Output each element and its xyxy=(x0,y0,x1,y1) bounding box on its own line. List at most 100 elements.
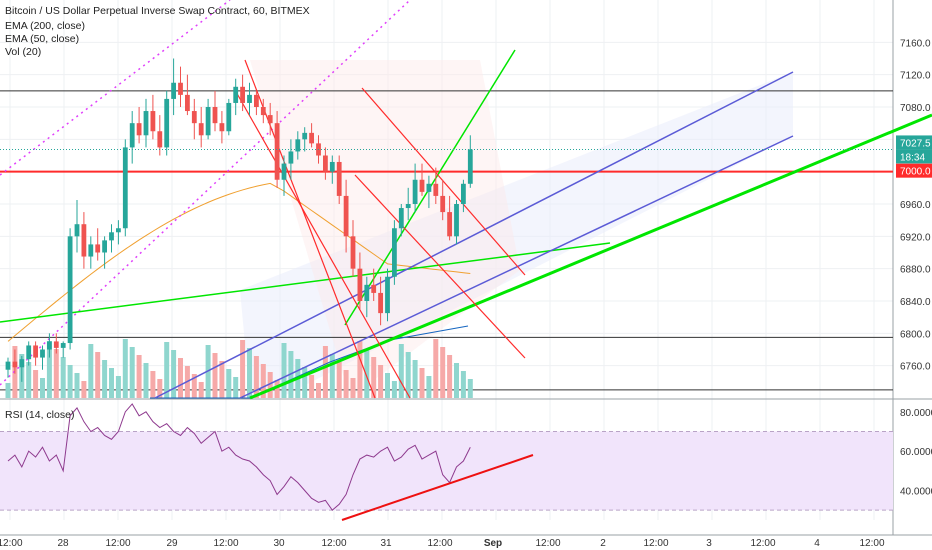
volume-bar xyxy=(260,364,266,398)
candle-body xyxy=(191,111,197,124)
volume-bar xyxy=(115,376,121,398)
blue-channel-bottom xyxy=(239,135,794,399)
candle-body xyxy=(371,284,377,293)
candle-body xyxy=(288,151,294,164)
candle-body xyxy=(233,86,239,103)
candle-body xyxy=(350,236,356,269)
volume-bar xyxy=(67,365,73,398)
volume-bar xyxy=(53,349,59,398)
candle-body xyxy=(143,111,149,136)
price-tick-label: 7080.0 xyxy=(900,103,931,114)
candle-body xyxy=(81,224,87,257)
volume-bar xyxy=(281,343,287,398)
volume-bar xyxy=(447,355,453,398)
volume-bar xyxy=(109,368,114,398)
red-channel-line xyxy=(234,89,411,399)
time-tick-label: 12:00 xyxy=(643,538,668,549)
candle-body xyxy=(95,244,101,253)
rsi-trend-line xyxy=(341,454,534,521)
candle-body xyxy=(178,82,183,95)
rsi-band xyxy=(0,431,893,511)
candle-body xyxy=(164,98,170,148)
time-tick-label: 2 xyxy=(600,538,606,549)
price-tick-label: 6880.0 xyxy=(900,265,931,276)
green-support-line xyxy=(249,113,932,400)
time-tick-label: 12:00 xyxy=(0,538,23,549)
volume-bar xyxy=(426,376,432,398)
volume-bar xyxy=(336,362,342,398)
red-channel-line xyxy=(244,59,376,399)
candle-body xyxy=(88,244,94,257)
candle-body xyxy=(461,183,466,204)
candle-body xyxy=(419,179,425,192)
candle-body xyxy=(226,102,232,132)
ema200-line xyxy=(150,325,469,399)
volume-bar xyxy=(88,344,94,398)
candle-body xyxy=(33,345,38,358)
level-price-badge: 7000.0 xyxy=(900,167,931,178)
candle-body xyxy=(336,161,342,196)
time-tick-label: 12:00 xyxy=(859,538,884,549)
volume-bar xyxy=(150,371,156,398)
candle-body xyxy=(5,361,11,370)
candle-body xyxy=(412,179,418,204)
candle-body xyxy=(295,139,301,152)
rsi-tick-label: 60.0000 xyxy=(900,447,932,458)
candle-body xyxy=(122,147,128,229)
price-tick-label: 7120.0 xyxy=(900,71,931,82)
volume-bar xyxy=(95,352,101,398)
volume-bar xyxy=(102,360,108,398)
volume-bar xyxy=(129,347,135,398)
candle-body xyxy=(247,94,252,103)
volume-bar xyxy=(329,354,335,398)
volume-bar xyxy=(33,370,39,398)
candle-body xyxy=(274,123,280,180)
time-tick-label: 30 xyxy=(273,538,285,549)
volume-bar xyxy=(391,381,397,398)
volume-bar xyxy=(364,349,370,398)
channel-shade-blue xyxy=(240,72,793,398)
candle-body xyxy=(323,155,328,172)
candle-body xyxy=(364,284,370,301)
countdown-badge: 18:34 xyxy=(900,152,925,163)
candle-body xyxy=(260,107,266,116)
volume-bar xyxy=(440,347,446,398)
volume-bar xyxy=(40,378,45,398)
volume-bar xyxy=(157,379,163,398)
price-tick-label: 6760.0 xyxy=(900,362,931,373)
candle-body xyxy=(109,232,114,241)
candle-body xyxy=(405,204,411,209)
time-tick-label: 12:00 xyxy=(750,538,775,549)
candle-body xyxy=(19,359,25,368)
time-tick-label: 3 xyxy=(706,538,712,549)
candle-body xyxy=(60,343,66,348)
rsi-tick-label: 40.0000 xyxy=(900,487,932,498)
volume-bar xyxy=(191,374,197,398)
last-price-badge-bg xyxy=(896,135,932,150)
volume-bar xyxy=(371,357,377,398)
level-price-badge-bg xyxy=(896,163,932,178)
price-tick-label: 7160.0 xyxy=(900,38,931,49)
volume-bar xyxy=(309,375,315,398)
volume-bar xyxy=(378,365,384,398)
candle-body xyxy=(309,132,314,144)
candle-body xyxy=(343,195,349,237)
volume-bar xyxy=(412,360,418,398)
indicator-volume: Vol (20) xyxy=(5,46,42,58)
volume-bar xyxy=(385,373,390,398)
candle-body xyxy=(433,183,439,196)
time-tick-label: 28 xyxy=(57,538,69,549)
volume-bar xyxy=(81,381,87,398)
volume-bar xyxy=(143,363,149,398)
indicator-ema50: EMA (50, close) xyxy=(5,33,80,45)
candle-body xyxy=(40,349,45,358)
last-price-badge: 7027.5 xyxy=(900,138,931,149)
pink-channel-bottom xyxy=(0,0,411,386)
volume-bar xyxy=(322,346,328,398)
volume-bar xyxy=(253,356,259,398)
volume-bar xyxy=(164,342,170,398)
volume-bar xyxy=(26,362,32,398)
time-tick-label: 12:00 xyxy=(427,538,452,549)
